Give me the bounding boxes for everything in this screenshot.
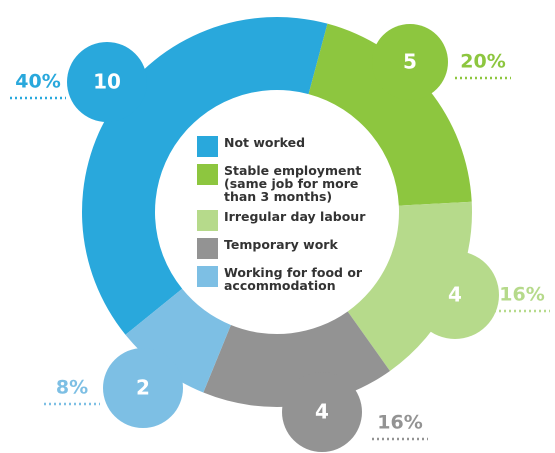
count-bubble	[67, 42, 147, 122]
legend-label: Temporary work	[224, 237, 338, 252]
legend-item: Not worked	[197, 136, 377, 157]
donut-segment	[347, 201, 472, 371]
percent-label: 20%	[460, 51, 505, 73]
legend-swatch	[197, 238, 218, 259]
legend-swatch	[197, 266, 218, 287]
count-bubble	[411, 251, 499, 339]
percent-label: 40%	[15, 71, 60, 93]
count-bubble	[282, 372, 362, 452]
count-label: 4	[448, 283, 462, 307]
percent-label: 16%	[377, 412, 422, 434]
count-bubble	[103, 348, 183, 428]
legend-item: Temporary work	[197, 238, 377, 259]
legend-swatch	[197, 210, 218, 231]
legend-label: Working for food or accommodation	[224, 265, 363, 293]
percent-label: 16%	[499, 284, 544, 306]
legend-item: Irregular day labour	[197, 210, 377, 231]
donut-segment	[125, 288, 231, 393]
percent-label: 8%	[56, 377, 88, 399]
legend-label: Not worked	[224, 135, 306, 150]
legend: Not worked Stable employment (same job fo…	[197, 136, 377, 299]
legend-swatch	[197, 136, 218, 157]
count-label: 4	[315, 400, 329, 424]
legend-item: Working for food or accommodation	[197, 266, 377, 292]
legend-label: Irregular day labour	[224, 209, 366, 224]
legend-swatch	[197, 164, 218, 185]
count-bubble	[372, 24, 448, 100]
donut-segment	[308, 23, 472, 206]
legend-item: Stable employment (same job for more tha…	[197, 164, 377, 203]
count-label: 2	[136, 376, 150, 400]
legend-label: Stable employment (same job for more tha…	[224, 163, 362, 204]
count-label: 10	[93, 70, 121, 94]
count-label: 5	[403, 50, 417, 74]
